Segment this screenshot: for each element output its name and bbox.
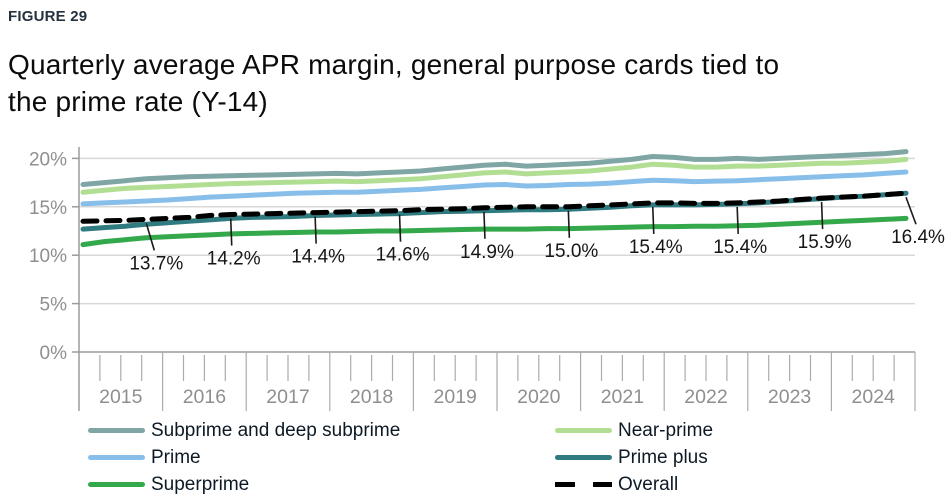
annotation-value-label: 14.4% [291, 247, 345, 268]
legend-item-prime: Prime [88, 444, 555, 471]
prime-line-swatch [88, 455, 145, 460]
annotation-leader-line [145, 223, 156, 251]
superprime-line-swatch [88, 482, 145, 487]
legend-item-prime-plus: Prime plus [555, 444, 713, 471]
annotation-value-label: 15.4% [629, 237, 683, 258]
chart-title-line1: Quarterly average APR margin, general pu… [8, 49, 780, 80]
series-line-overall [80, 190, 909, 224]
year-label: 2018 [350, 386, 393, 408]
legend-label-superprime: Superprime [151, 473, 250, 495]
year-label: 2021 [601, 386, 644, 408]
annotation-value-label: 15.0% [544, 241, 598, 262]
year-label: 2017 [266, 386, 309, 408]
year-label: 2016 [183, 386, 226, 408]
annotation-value-label: 15.4% [713, 237, 767, 258]
year-label: 2024 [852, 386, 896, 408]
series-line-near-prime [80, 156, 909, 195]
annotation-value-label: 14.6% [376, 245, 430, 266]
near-prime-line-swatch [555, 428, 612, 433]
annotation-value-label: 13.7% [129, 253, 183, 274]
figure-number-label: FIGURE 29 [8, 8, 88, 25]
annotation-leader-line [398, 214, 402, 242]
annotation-leader-line [229, 218, 233, 246]
annotation-value-label: 15.9% [798, 232, 852, 253]
annotation-leader-line [483, 211, 486, 239]
y-tick-label: 15% [29, 198, 67, 219]
annotation-leader-line [314, 216, 317, 244]
annotation-value-label: 14.2% [207, 249, 261, 270]
legend-label-near-prime: Near-prime [618, 419, 714, 441]
series-line-superprime [80, 215, 909, 248]
annotation-leader-line [820, 202, 824, 230]
annotation-value-label: 14.9% [460, 242, 514, 263]
legend-label-prime-plus: Prime plus [618, 446, 708, 468]
chart-title-line2: the prime rate (Y-14) [8, 86, 268, 117]
annotation-leader-line [736, 206, 739, 234]
y-tick-label: 20% [29, 149, 67, 170]
overall-dashed-line-swatch [555, 482, 612, 487]
chart-title: Quarterly average APR margin, general pu… [8, 46, 779, 120]
legend-column-left: Subprime and deep subprime Prime Superpr… [88, 417, 555, 498]
y-tick-label: 5% [40, 295, 68, 316]
legend-label-subprime: Subprime and deep subprime [151, 419, 401, 441]
annotation-leader-line [905, 196, 917, 225]
prime-plus-line-swatch [555, 455, 612, 460]
series-line-prime [80, 169, 909, 207]
year-label: 2015 [99, 386, 143, 408]
year-label: 2022 [684, 386, 727, 408]
legend-item-superprime: Superprime [88, 471, 555, 498]
apr-margin-line-chart: 0% 5% 10% 15% 20% 2015 2016 2017 2018 2019 2020 202… [29, 147, 945, 411]
chart-legend: Subprime and deep subprime Prime Superpr… [88, 417, 713, 498]
y-tick-label: 10% [29, 246, 67, 267]
annotation-leader-line [567, 210, 571, 238]
series-line-subprime-and-deep-subprime [80, 149, 909, 187]
legend-item-near-prime: Near-prime [555, 417, 713, 444]
year-label: 2019 [434, 386, 477, 408]
y-tick-label: 0% [40, 343, 68, 364]
year-label: 2023 [768, 386, 811, 408]
legend-label-overall: Overall [618, 473, 679, 495]
subprime-line-swatch [88, 428, 145, 433]
annotation-leader-line [651, 206, 655, 234]
year-label: 2020 [517, 386, 561, 408]
legend-item-subprime: Subprime and deep subprime [88, 417, 555, 444]
legend-column-right: Near-prime Prime plus Overall [555, 417, 713, 498]
series-line-prime-plus [80, 190, 909, 232]
legend-item-overall: Overall [555, 471, 713, 498]
legend-label-prime: Prime [151, 446, 201, 468]
annotation-value-label: 16.4% [891, 227, 945, 248]
